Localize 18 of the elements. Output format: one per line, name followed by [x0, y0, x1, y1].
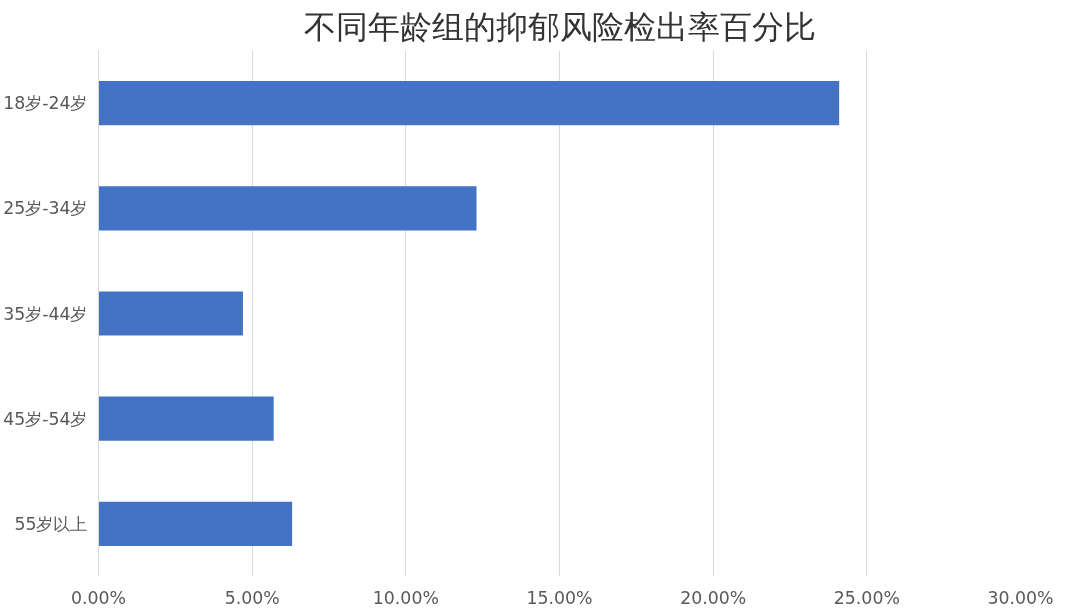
bar [98, 291, 243, 336]
x-tick-label: 15.00% [526, 587, 593, 608]
chart-title: 不同年龄组的抑郁风险检出率百分比 [303, 7, 816, 46]
x-tick-label: 20.00% [680, 587, 747, 608]
y-tick-label: 35岁-44岁 [3, 303, 88, 324]
x-tick-label: 0.00% [70, 587, 127, 608]
x-tick-label: 5.00% [224, 587, 280, 608]
y-tick-label: 18岁-24岁 [3, 93, 88, 114]
bar [98, 396, 274, 441]
x-tick-label: 10.00% [372, 587, 439, 608]
bar [98, 186, 477, 231]
x-tick-label: 25.00% [833, 587, 900, 608]
y-tick-label: 55岁以上 [14, 513, 88, 534]
bar [98, 81, 840, 126]
y-tick-label: 25岁-34岁 [3, 198, 88, 219]
x-tick-label: 30.00% [987, 587, 1054, 608]
bar [98, 501, 293, 546]
y-tick-label: 45岁-54岁 [3, 408, 88, 429]
